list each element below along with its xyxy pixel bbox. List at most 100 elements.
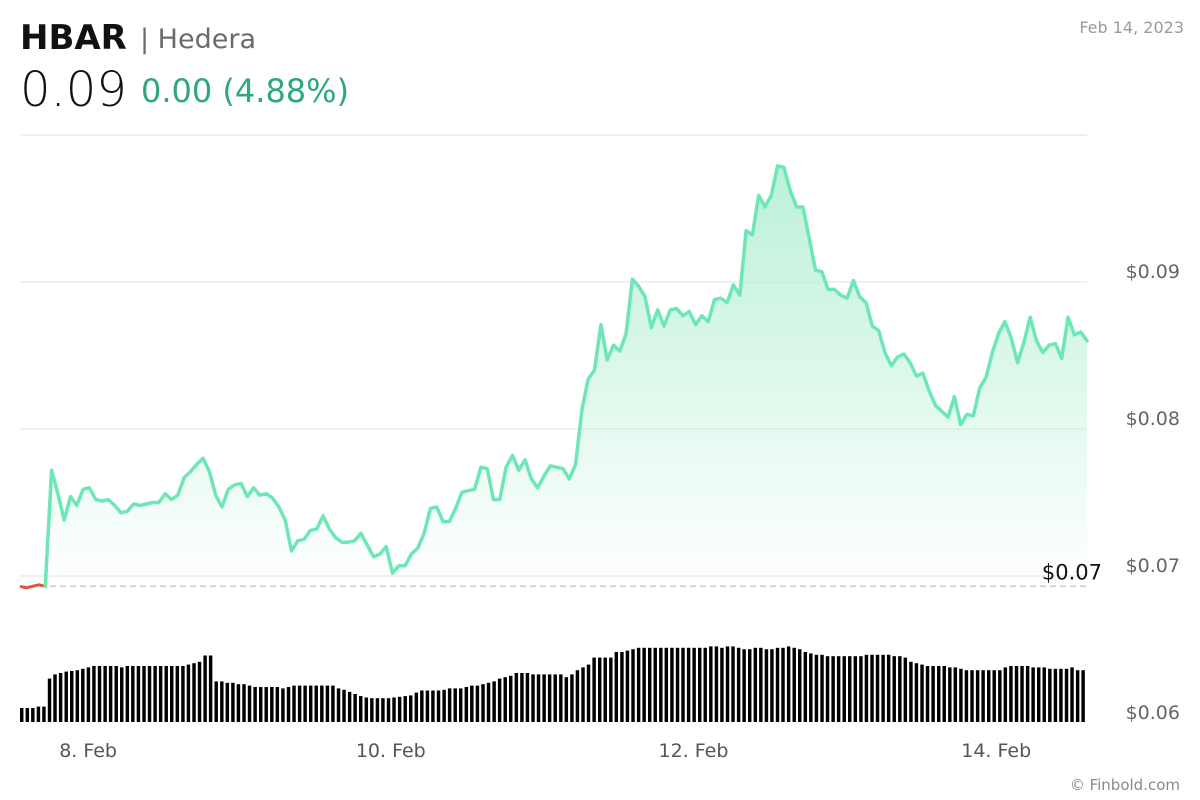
volume-bar: [259, 687, 263, 722]
volume-bar: [703, 647, 707, 722]
x-tick-label: 12. Feb: [659, 740, 729, 762]
volume-bar: [275, 687, 280, 722]
volume-bar: [681, 647, 685, 722]
volume-bar: [1031, 667, 1035, 722]
x-tick-label: 8. Feb: [59, 740, 117, 762]
ticker-symbol: HBAR: [20, 18, 127, 58]
volume-bar: [509, 675, 513, 722]
volume-bar: [36, 706, 41, 722]
volume-bar: [420, 690, 424, 722]
volume-bar: [759, 647, 763, 722]
volume-bar: [331, 685, 335, 722]
volume-bar: [342, 689, 346, 722]
volume-bar: [892, 656, 896, 722]
volume-bar: [798, 649, 802, 722]
volume-bar: [414, 692, 419, 722]
volume-bar: [686, 647, 691, 722]
volume-bar: [625, 650, 630, 722]
volume-bar: [620, 652, 624, 722]
volume-bar: [914, 663, 919, 722]
volume-bar: [775, 647, 780, 722]
volume-bar: [336, 688, 341, 722]
volume-bar: [820, 654, 824, 722]
volume-bar: [598, 657, 602, 722]
volume-bar: [92, 666, 96, 722]
volume-bar: [325, 685, 330, 722]
price-change: 0.00 (4.88%): [141, 72, 350, 110]
volume-bar: [1009, 666, 1013, 722]
volume-bar: [909, 661, 913, 722]
volume-bar: [120, 667, 124, 722]
volume-bar: [748, 649, 752, 722]
volume-bar: [425, 690, 430, 722]
volume-bar: [108, 666, 113, 722]
volume-bar: [814, 654, 819, 722]
volume-bar: [1003, 667, 1008, 722]
volume-bar: [175, 666, 180, 722]
volume-bar: [1059, 668, 1063, 722]
volume-bar: [920, 664, 924, 722]
volume-bar: [575, 670, 580, 722]
volume-bar: [670, 647, 674, 722]
volume-bar: [431, 690, 435, 722]
volume-bar: [553, 674, 557, 722]
volume-bar: [781, 647, 785, 722]
volume-bar: [231, 682, 235, 722]
volume-bar: [197, 661, 202, 722]
volume-bar: [786, 646, 791, 722]
volume-bar: [247, 685, 252, 722]
volume-bar: [614, 652, 619, 722]
y-tick-label: $0.09: [1126, 261, 1180, 283]
volume-bar: [692, 647, 696, 722]
line-layer: [19, 164, 1089, 590]
volume-bar: [903, 657, 908, 722]
volume-bar: [208, 655, 213, 722]
volume-bar: [948, 667, 952, 722]
volume-bar: [214, 681, 218, 722]
volume-bar: [992, 670, 996, 722]
volume-bar: [559, 674, 563, 722]
volume-bar: [86, 667, 91, 722]
volume-bar: [309, 685, 313, 722]
volume-bar: [664, 647, 669, 722]
volume-bar: [20, 708, 24, 722]
volume-bar: [186, 664, 191, 722]
volume-bar: [281, 688, 285, 722]
volume-bar: [481, 684, 485, 722]
volume-bar: [586, 664, 591, 722]
volume-bar: [981, 670, 985, 722]
volume-bar: [381, 698, 385, 722]
volume-bar: [725, 646, 730, 722]
volume-bar: [870, 654, 874, 722]
volume-bar: [492, 681, 496, 722]
y-tick-label: $0.06: [1126, 702, 1180, 724]
volume-bar: [459, 688, 463, 722]
volume-bar: [475, 685, 480, 722]
chart-date: Feb 14, 2023: [1079, 18, 1184, 37]
volume-bar: [831, 656, 835, 722]
volume-bar: [803, 652, 808, 722]
volume-bar: [164, 666, 168, 722]
volume-bar: [564, 677, 569, 722]
volume-bar: [953, 667, 958, 722]
y-tick-label: $0.07: [1126, 555, 1180, 577]
volume-bar: [809, 653, 813, 722]
volume-bar: [931, 666, 935, 722]
volume-bar: [514, 673, 519, 722]
volume-bar: [731, 646, 735, 722]
volume-bar: [742, 649, 746, 722]
volume-bar: [403, 696, 407, 722]
volume-bar: [158, 666, 163, 722]
volume-bar: [1025, 666, 1030, 722]
volume-bar: [842, 656, 846, 722]
price-line: [43, 164, 1089, 589]
volume-bar: [497, 678, 502, 722]
volume-bar: [1075, 670, 1080, 722]
volume-bar: [1020, 666, 1024, 722]
volume-bar: [875, 654, 880, 722]
volume-bar: [470, 685, 474, 722]
volume-bar: [225, 682, 230, 722]
area-layer: [51, 165, 1088, 587]
volume-bar: [736, 647, 741, 722]
volume-bar: [47, 678, 52, 722]
